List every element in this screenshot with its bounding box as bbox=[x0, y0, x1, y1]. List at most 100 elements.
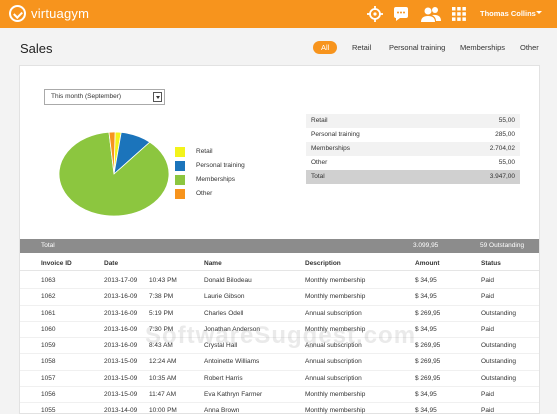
invoice-name: Anna Brown bbox=[204, 407, 240, 414]
invoice-time: 10:43 PM bbox=[149, 277, 177, 284]
table-row[interactable]: 1055 2013-14-09 10:00 PM Anna Brown Monthly … bbox=[20, 403, 539, 414]
table-row[interactable]: 1056 2013-15-09 11:47 AM Eva Kathryn Farmer… bbox=[20, 387, 539, 404]
invoice-date: 2013-15-09 bbox=[104, 358, 138, 366]
invoice-date: 2013-15-09 bbox=[104, 391, 138, 399]
table-row[interactable]: 1058 2013-15-09 12:24 AM Antoinette William… bbox=[20, 354, 539, 371]
invoice-name: Crystal Hall bbox=[204, 342, 238, 350]
summary-value: 55,00 bbox=[498, 159, 515, 166]
invoice-name: Robert Harris bbox=[204, 374, 243, 382]
invoice-description: Annual subscription bbox=[305, 309, 362, 317]
invoice-date: 2013-14-09 bbox=[104, 407, 138, 414]
invoice-name: Donald Bilodeau bbox=[204, 277, 252, 284]
period-select-value: This month (September) bbox=[51, 93, 122, 100]
summary-label: Personal training bbox=[311, 131, 360, 138]
header-date[interactable]: Date bbox=[104, 260, 119, 267]
invoice-name: Charles Odell bbox=[204, 309, 244, 317]
invoice-description: Monthly membership bbox=[305, 407, 366, 414]
invoice-name: Eva Kathryn Farmer bbox=[204, 391, 263, 399]
invoice-date: 2013-17-09 bbox=[104, 277, 138, 284]
user-name[interactable]: Thomas Collins bbox=[480, 9, 536, 18]
summary-row-other: Other 55,00 bbox=[306, 156, 520, 170]
table-row[interactable]: 1057 2013-15-09 10:35 AM Robert Harris Annua… bbox=[20, 371, 539, 388]
table-row[interactable]: 1063 2013-17-09 10:43 PM Donald Bilodeau Mon… bbox=[20, 273, 539, 290]
invoice-status: Outstanding bbox=[481, 342, 517, 350]
legend-swatch bbox=[175, 189, 185, 199]
invoice-amount: $ 269,95 bbox=[415, 374, 441, 382]
chevron-down-icon[interactable] bbox=[153, 92, 162, 102]
grid-icon[interactable] bbox=[451, 6, 467, 22]
table-row[interactable]: 1059 2013-16-09 8:43 AM Crystal Hall Annual … bbox=[20, 338, 539, 355]
filter-memberships[interactable]: Memberships bbox=[460, 43, 506, 52]
invoice-date: 2013-15-09 bbox=[104, 374, 138, 382]
summary-value: 3.947,00 bbox=[489, 173, 515, 180]
filter-personal-training[interactable]: Personal training bbox=[389, 43, 446, 52]
invoice-id: 1063 bbox=[41, 277, 56, 284]
invoice-status: Paid bbox=[481, 407, 495, 414]
invoice-description: Monthly membership bbox=[305, 293, 366, 301]
invoice-amount: $ 269,95 bbox=[415, 358, 441, 366]
total-label: Total bbox=[41, 242, 55, 249]
invoice-time: 10:00 PM bbox=[149, 407, 177, 414]
summary-label: Other bbox=[311, 159, 328, 166]
invoice-id: 1058 bbox=[41, 358, 56, 366]
sales-panel: This month (September) Retail Personal t… bbox=[19, 65, 540, 414]
summary-row-memberships: Memberships 2.704,02 bbox=[306, 142, 520, 156]
summary-label: Total bbox=[311, 173, 325, 180]
sales-pie-chart bbox=[58, 131, 170, 217]
legend-label: Other bbox=[196, 190, 213, 197]
invoice-table-header: Invoice ID Date Name Description Amount … bbox=[20, 257, 539, 271]
invoice-amount: $ 269,95 bbox=[415, 309, 441, 317]
chevron-down-icon[interactable] bbox=[536, 11, 542, 14]
legend-swatch bbox=[175, 175, 185, 185]
invoice-description: Monthly membership bbox=[305, 391, 366, 399]
filter-other[interactable]: Other bbox=[520, 43, 539, 52]
header-invoice-id[interactable]: Invoice ID bbox=[41, 260, 72, 267]
invoice-id: 1061 bbox=[41, 309, 56, 317]
invoice-date: 2013-16-09 bbox=[104, 309, 138, 317]
page-title: Sales bbox=[20, 41, 53, 56]
invoice-status: Outstanding bbox=[481, 374, 517, 382]
period-select[interactable]: This month (September) bbox=[44, 89, 165, 105]
table-row[interactable]: 1062 2013-16-09 7:38 PM Laurie Gibson Monthl… bbox=[20, 289, 539, 306]
crosshair-icon[interactable] bbox=[366, 5, 384, 23]
invoice-amount: $ 34,95 bbox=[415, 407, 437, 414]
invoice-description: Annual subscription bbox=[305, 358, 362, 366]
invoice-id: 1059 bbox=[41, 342, 56, 350]
invoice-status: Outstanding bbox=[481, 358, 517, 366]
invoice-status: Paid bbox=[481, 293, 495, 301]
header-amount[interactable]: Amount bbox=[415, 260, 440, 267]
invoice-description: Annual subscription bbox=[305, 342, 362, 350]
invoice-time: 10:35 AM bbox=[149, 374, 177, 382]
legend-swatch bbox=[175, 147, 185, 157]
header-status[interactable]: Status bbox=[481, 260, 501, 267]
invoice-amount: $ 34,95 bbox=[415, 391, 437, 399]
pie-slice-other bbox=[108, 131, 116, 175]
invoice-amount: $ 34,95 bbox=[415, 325, 437, 333]
invoice-name: Antoinette Williams bbox=[204, 358, 260, 366]
filter-all[interactable]: All bbox=[313, 41, 338, 54]
chat-icon[interactable] bbox=[392, 5, 410, 23]
table-row[interactable]: 1060 2013-16-09 7:30 PM Jonathan Anderson Mo… bbox=[20, 322, 539, 339]
outstanding-count[interactable]: 59 Outstanding bbox=[480, 242, 525, 249]
filter-tabs: All Retail Personal training Memberships… bbox=[0, 41, 557, 55]
logo-text: virtuagym bbox=[31, 6, 90, 21]
invoice-time: 5:19 PM bbox=[149, 309, 174, 317]
invoice-time: 12:24 AM bbox=[149, 358, 177, 366]
summary-label: Memberships bbox=[311, 145, 351, 152]
table-row[interactable]: 1061 2013-16-09 5:19 PM Charles Odell Annual… bbox=[20, 306, 539, 322]
top-bar: virtuagym Thomas Collins bbox=[0, 0, 557, 28]
summary-value: 2.704,02 bbox=[489, 145, 515, 152]
invoice-id: 1062 bbox=[41, 293, 56, 301]
users-icon[interactable] bbox=[420, 5, 442, 23]
summary-row-retail: Retail 55,00 bbox=[306, 114, 520, 128]
summary-label: Retail bbox=[311, 117, 328, 124]
header-description[interactable]: Description bbox=[305, 260, 341, 267]
logo[interactable]: virtuagym bbox=[9, 5, 89, 22]
invoice-name: Jonathan Anderson bbox=[204, 325, 261, 333]
invoice-amount: $ 34,95 bbox=[415, 277, 437, 284]
header-name[interactable]: Name bbox=[204, 260, 222, 267]
invoice-description: Annual subscription bbox=[305, 374, 362, 382]
watermark: SoftwareSuggest.com bbox=[145, 322, 417, 349]
logo-icon bbox=[9, 5, 26, 22]
filter-retail[interactable]: Retail bbox=[352, 43, 372, 52]
